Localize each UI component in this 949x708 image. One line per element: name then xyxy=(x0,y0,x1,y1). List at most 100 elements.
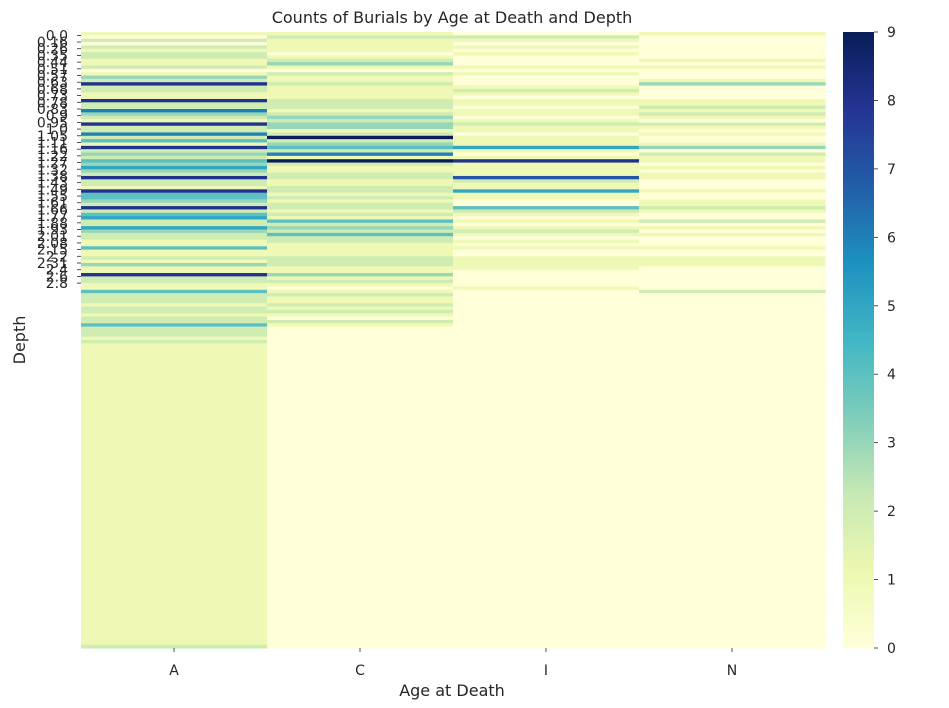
heatmap-cell xyxy=(639,594,826,599)
heatmap-cell xyxy=(453,226,640,231)
heatmap-cell xyxy=(453,199,640,204)
colorbar-segment xyxy=(843,233,874,238)
y-tick-label: 1.66 xyxy=(37,202,68,218)
heatmap-cell xyxy=(453,319,640,324)
heatmap-cell xyxy=(639,611,826,616)
heatmap-cell xyxy=(267,179,454,184)
colorbar-segment xyxy=(843,227,874,231)
heatmap-cell xyxy=(453,125,640,130)
heatmap-cell xyxy=(453,463,640,468)
colorbar-segment xyxy=(843,497,874,502)
heatmap-cell xyxy=(267,594,454,599)
heatmap-cell xyxy=(81,38,268,43)
heatmap-cell xyxy=(267,219,454,224)
heatmap-cell xyxy=(81,98,268,103)
heatmap-cell xyxy=(453,376,640,381)
heatmap-cell xyxy=(267,641,454,646)
heatmap-cell xyxy=(267,427,454,431)
heatmap-cell xyxy=(453,279,640,284)
heatmap-cell xyxy=(267,209,454,214)
colorbar-segment xyxy=(843,624,874,628)
heatmap-cell xyxy=(639,319,826,324)
y-tick-label: 0.35 xyxy=(37,48,68,64)
colorbar-segment xyxy=(843,384,874,389)
heatmap-cell xyxy=(81,480,268,485)
heatmap-cell xyxy=(81,370,268,375)
colorbar-segment xyxy=(843,411,874,416)
heatmap-cell xyxy=(639,514,826,519)
heatmap-cell xyxy=(81,209,268,214)
heatmap-cell xyxy=(453,88,640,93)
heatmap-cell xyxy=(453,637,640,642)
heatmap-cell xyxy=(639,273,826,277)
heatmap-cell xyxy=(81,637,268,642)
heatmap-cell xyxy=(453,453,640,458)
heatmap-cell xyxy=(453,65,640,70)
heatmap-cell xyxy=(639,95,826,100)
heatmap-cell xyxy=(639,591,826,596)
heatmap-cell xyxy=(81,380,268,385)
heatmap-cell xyxy=(267,346,454,351)
heatmap-cell xyxy=(639,487,826,492)
heatmap-cell xyxy=(639,216,826,221)
colorbar-segment xyxy=(843,589,874,594)
heatmap-cell xyxy=(81,283,268,288)
y-tick-label: 2.2 xyxy=(46,249,68,265)
heatmap-cell xyxy=(81,196,268,200)
colorbar-segment xyxy=(843,274,874,279)
heatmap-cell xyxy=(81,72,268,77)
heatmap-cell xyxy=(453,329,640,334)
heatmap-cell xyxy=(267,125,454,130)
heatmap-cell xyxy=(267,289,454,294)
heatmap-cell xyxy=(81,35,268,40)
heatmap-cell xyxy=(267,192,454,197)
heatmap-cell xyxy=(453,303,640,308)
heatmap-cell xyxy=(267,350,454,354)
heatmap-cell xyxy=(81,560,268,565)
x-tick-label: A xyxy=(169,663,179,679)
heatmap-cell xyxy=(267,634,454,639)
colorbar-segment xyxy=(843,230,874,235)
heatmap-cell xyxy=(639,644,826,649)
heatmap-cell xyxy=(453,165,640,170)
y-tick-label: 1.93 xyxy=(37,223,68,239)
heatmap-cell xyxy=(453,72,640,77)
colorbar-segment xyxy=(843,514,874,519)
heatmap-cell xyxy=(639,510,826,515)
heatmap-cell xyxy=(453,266,640,271)
colorbar-segment xyxy=(843,630,874,635)
heatmap-cell xyxy=(267,32,454,36)
heatmap-cell xyxy=(81,571,268,575)
heatmap-cell xyxy=(81,125,268,130)
heatmap-cell xyxy=(639,500,826,505)
heatmap-cell xyxy=(81,112,268,117)
heatmap-cell xyxy=(267,226,454,231)
heatmap-cell xyxy=(267,286,454,291)
heatmap-cell xyxy=(639,226,826,231)
heatmap-cell xyxy=(453,457,640,462)
heatmap-cell xyxy=(639,380,826,385)
colorbar-segment xyxy=(843,606,874,611)
colorbar-segment xyxy=(843,531,874,536)
heatmap-cell xyxy=(639,172,826,177)
heatmap-cell xyxy=(81,222,268,227)
heatmap-cell xyxy=(453,343,640,348)
heatmap-cell xyxy=(267,222,454,227)
heatmap-cell xyxy=(81,199,268,204)
heatmap-cell xyxy=(453,447,640,452)
heatmap-cell xyxy=(267,139,454,144)
heatmap-cell xyxy=(81,440,268,445)
colorbar-segment xyxy=(843,86,874,91)
colorbar-segment xyxy=(843,66,874,71)
heatmap-cell xyxy=(639,85,826,90)
heatmap-cell xyxy=(267,363,454,368)
colorbar-segment xyxy=(843,220,874,225)
heatmap-cell xyxy=(639,340,826,344)
heatmap-cell xyxy=(639,390,826,395)
heatmap-cell xyxy=(453,206,640,211)
heatmap-cell xyxy=(639,199,826,204)
heatmap-cell xyxy=(81,540,268,545)
heatmap-cell xyxy=(639,129,826,134)
heatmap-cell xyxy=(267,319,454,324)
heatmap-cell xyxy=(267,239,454,244)
